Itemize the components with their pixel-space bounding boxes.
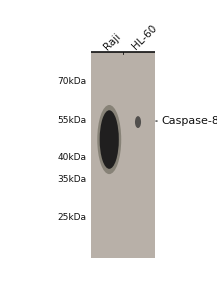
Text: Raji: Raji <box>102 31 123 52</box>
Ellipse shape <box>97 105 121 174</box>
Ellipse shape <box>100 110 119 169</box>
Text: HL-60: HL-60 <box>130 23 158 52</box>
Text: 35kDa: 35kDa <box>58 175 87 184</box>
Text: 55kDa: 55kDa <box>58 116 87 124</box>
Text: 40kDa: 40kDa <box>58 152 87 161</box>
Text: 70kDa: 70kDa <box>58 77 87 86</box>
Text: Caspase-8: Caspase-8 <box>162 116 217 126</box>
Ellipse shape <box>135 116 141 128</box>
Text: 25kDa: 25kDa <box>58 213 87 222</box>
Bar <box>91 52 155 258</box>
